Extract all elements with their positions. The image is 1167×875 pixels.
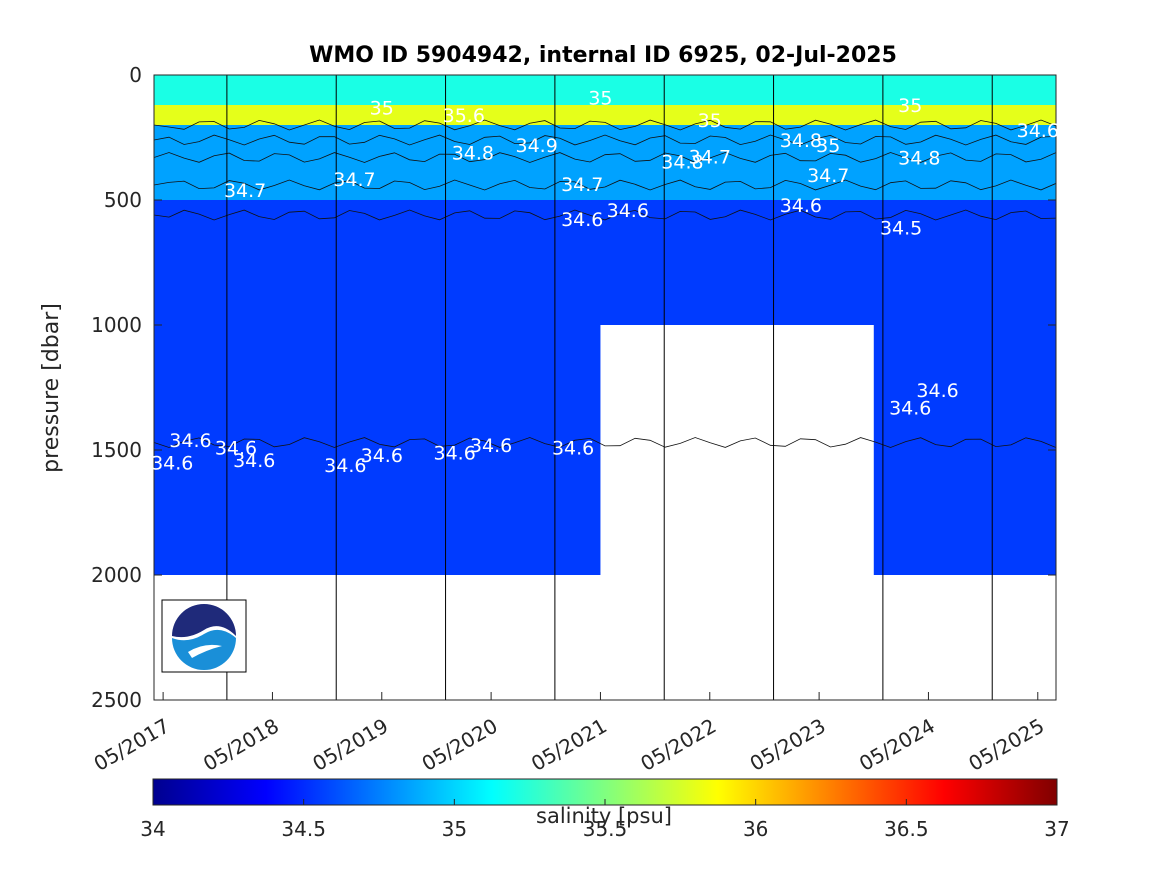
colorbar-tick-label: 35	[442, 817, 467, 841]
no-data-shallow-profiles	[600, 325, 874, 575]
no-data-deep	[154, 575, 1056, 700]
colorbar-tick-label: 36.5	[884, 817, 929, 841]
salinity-layer-1	[154, 105, 1056, 125]
contour-label: 34.8	[898, 148, 940, 170]
x-tick-label: 05/2020	[418, 714, 502, 776]
contour-label: 35.6	[443, 105, 485, 127]
x-tick-label: 05/2024	[855, 714, 939, 776]
contour-label: 34.6	[169, 430, 211, 452]
contour-line-34-7	[154, 179, 1056, 191]
colorbar-tick-label: 37	[1044, 817, 1069, 841]
contour-label: 35	[816, 135, 840, 157]
logo-gull	[188, 644, 222, 658]
y-tick-label: 500	[104, 188, 142, 212]
salinity-layer-0	[154, 75, 1056, 105]
contour-label: 35	[698, 110, 722, 132]
colorbar-tick-label: 34	[140, 817, 165, 841]
x-tick-label: 05/2023	[746, 714, 830, 776]
x-tick-label: 05/2018	[199, 714, 283, 776]
contour-label: 34.6	[361, 445, 403, 467]
plot-area	[154, 75, 1056, 700]
plot-frame	[153, 74, 1057, 701]
contour-line-34-6	[154, 209, 1056, 221]
chart-title: WMO ID 5904942, internal ID 6925, 02-Jul…	[309, 43, 897, 68]
colorbar-tick-label: 36	[743, 817, 768, 841]
contour-label: 34.6	[434, 443, 476, 465]
contour-label: 34.9	[516, 135, 558, 157]
y-tick-label: 0	[129, 63, 142, 87]
x-tick-label: 05/2021	[527, 714, 611, 776]
noaa-logo	[161, 599, 247, 673]
logo-top	[172, 604, 236, 638]
contour-label: 34.8	[780, 130, 822, 152]
contour-label: 34.6	[780, 195, 822, 217]
x-tick-label: 05/2025	[964, 714, 1048, 776]
contour-label: 34.6	[151, 453, 193, 475]
x-tick-label: 05/2022	[636, 714, 720, 776]
y-axis: 0 500 1000 1500 2000 2500	[91, 63, 1056, 712]
y-tick-label: 2000	[91, 563, 142, 587]
contour-line-34-6	[154, 437, 1056, 448]
contour-label: 34.6	[324, 455, 366, 477]
contour-line-34-8	[154, 152, 1056, 163]
contour-label: 35	[370, 98, 394, 120]
colorbar-ticks: 34 34.5 35 35.5 36 36.5 37	[140, 799, 1070, 841]
contour-label: 34.6	[215, 438, 257, 460]
contour-line-35	[154, 119, 1056, 131]
contour-label: 34.6	[1017, 120, 1059, 142]
contour-label: 34.7	[333, 169, 375, 191]
contour-label: 34.5	[880, 218, 922, 240]
contour-label: 34.6	[889, 398, 931, 420]
contour-line-34-9	[154, 134, 1056, 146]
contour-label: 34.6	[561, 209, 603, 231]
contour-label: 34.8	[452, 143, 494, 165]
contour-label: 34.6	[233, 450, 275, 472]
contour-label: 34.7	[224, 180, 266, 202]
y-tick-label: 2500	[91, 688, 142, 712]
x-tick-label: 05/2019	[308, 714, 392, 776]
contour-label: 34.6	[607, 200, 649, 222]
contour-label: 34.6	[552, 438, 594, 460]
y-tick-label: 1500	[91, 438, 142, 462]
contour-label: 34.7	[689, 146, 731, 168]
contour-label: 34.7	[561, 174, 603, 196]
colorbar-label: salinity [psu]	[536, 804, 672, 828]
x-axis: 05/2017 05/2018 05/2019 05/2020 05/2021 05/20…	[90, 692, 1048, 776]
colorbar-tick-label: 35.5	[583, 817, 628, 841]
colorbar-tick-label: 34.5	[281, 817, 326, 841]
contour-label: 34.6	[916, 380, 958, 402]
contour-labels: 34.734.734.8 34.934.734.6 34.634.834.734.8…	[151, 88, 1059, 478]
contour-label: 34.8	[661, 151, 703, 173]
contour-label: 35	[588, 88, 612, 110]
contour-label: 34.6	[470, 435, 512, 457]
y-tick-label: 1000	[91, 313, 142, 337]
contour-label: 34.7	[807, 165, 849, 187]
contour-label: 35	[898, 95, 922, 117]
y-axis-label: pressure [dbar]	[39, 303, 64, 473]
x-tick-label: 05/2017	[90, 714, 174, 776]
